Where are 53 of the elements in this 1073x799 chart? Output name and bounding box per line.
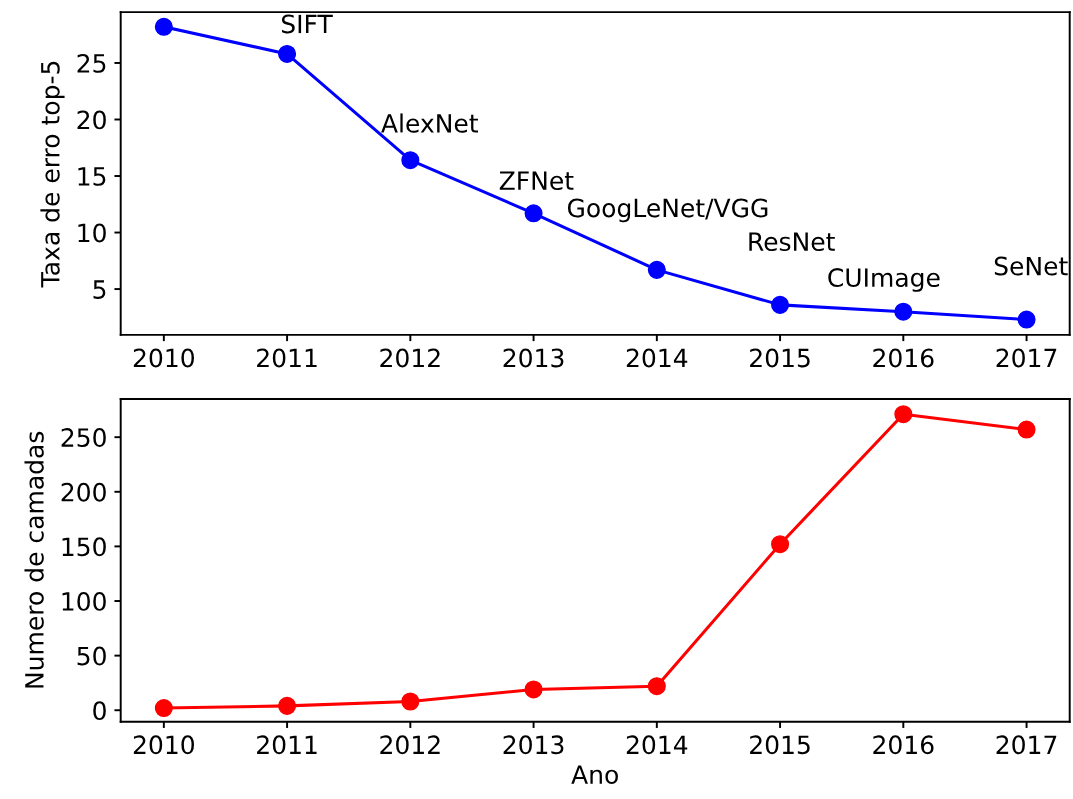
point <box>401 692 420 711</box>
point <box>154 17 173 36</box>
x-tick-label: 2017 <box>996 348 1057 368</box>
y-tick-label: 15 <box>78 167 106 186</box>
annotation: ZFNet <box>499 171 574 191</box>
point <box>278 696 297 715</box>
y-tick-label: 50 <box>77 646 106 666</box>
point <box>894 302 913 321</box>
y-tick-label: 200 <box>61 482 106 502</box>
x-tick-label: 2013 <box>503 348 564 368</box>
annotation: ResNet <box>749 232 835 252</box>
x-tick-label: 2015 <box>750 348 810 368</box>
x-tick-label: 2014 <box>626 348 688 368</box>
x-tick-label: 2016 <box>873 735 934 755</box>
x-tick-label: 2011 <box>257 348 317 368</box>
y-tick-label: 10 <box>78 223 106 243</box>
x-tick-label: 2010 <box>133 735 194 755</box>
annotation: SeNet <box>994 256 1068 276</box>
y-axis-title: Numero de camadas <box>24 431 44 688</box>
x-tick-label: 2011 <box>257 735 317 755</box>
x-axis-title: Ano <box>571 765 618 784</box>
x-tick-label: 2010 <box>133 348 194 368</box>
x-tick-label: 2012 <box>380 735 440 755</box>
y-tick-label: 20 <box>77 110 106 130</box>
y-tick-label: 150 <box>62 537 106 557</box>
point <box>771 295 790 314</box>
y-tick-label: 100 <box>62 591 106 611</box>
point <box>524 680 543 699</box>
annotation: AlexNet <box>381 113 479 133</box>
point <box>154 699 173 718</box>
annotation: CUImage <box>828 268 940 292</box>
point <box>1017 420 1036 439</box>
y-tick-label: 0 <box>93 701 106 721</box>
point <box>401 151 420 170</box>
y-tick-label: 5 <box>93 280 106 299</box>
point <box>647 677 666 696</box>
annotation: GoogLeNet/VGG <box>567 198 768 223</box>
point <box>524 204 543 223</box>
x-tick-label: 2013 <box>503 735 564 755</box>
x-tick-label: 2015 <box>750 735 810 755</box>
x-tick-label: 2014 <box>626 735 688 755</box>
annotation: SIFT <box>281 14 333 34</box>
x-tick-label: 2012 <box>380 348 440 368</box>
y-axis-title: Taxa de erro top-5 <box>40 61 65 288</box>
y-tick-label: 250 <box>61 428 106 448</box>
point <box>647 260 666 279</box>
point <box>894 405 913 424</box>
point <box>278 44 297 63</box>
y-tick-label: 25 <box>77 53 106 73</box>
x-tick-label: 2016 <box>873 348 934 368</box>
point <box>1017 310 1036 329</box>
x-tick-label: 2017 <box>996 735 1057 755</box>
point <box>771 535 790 554</box>
